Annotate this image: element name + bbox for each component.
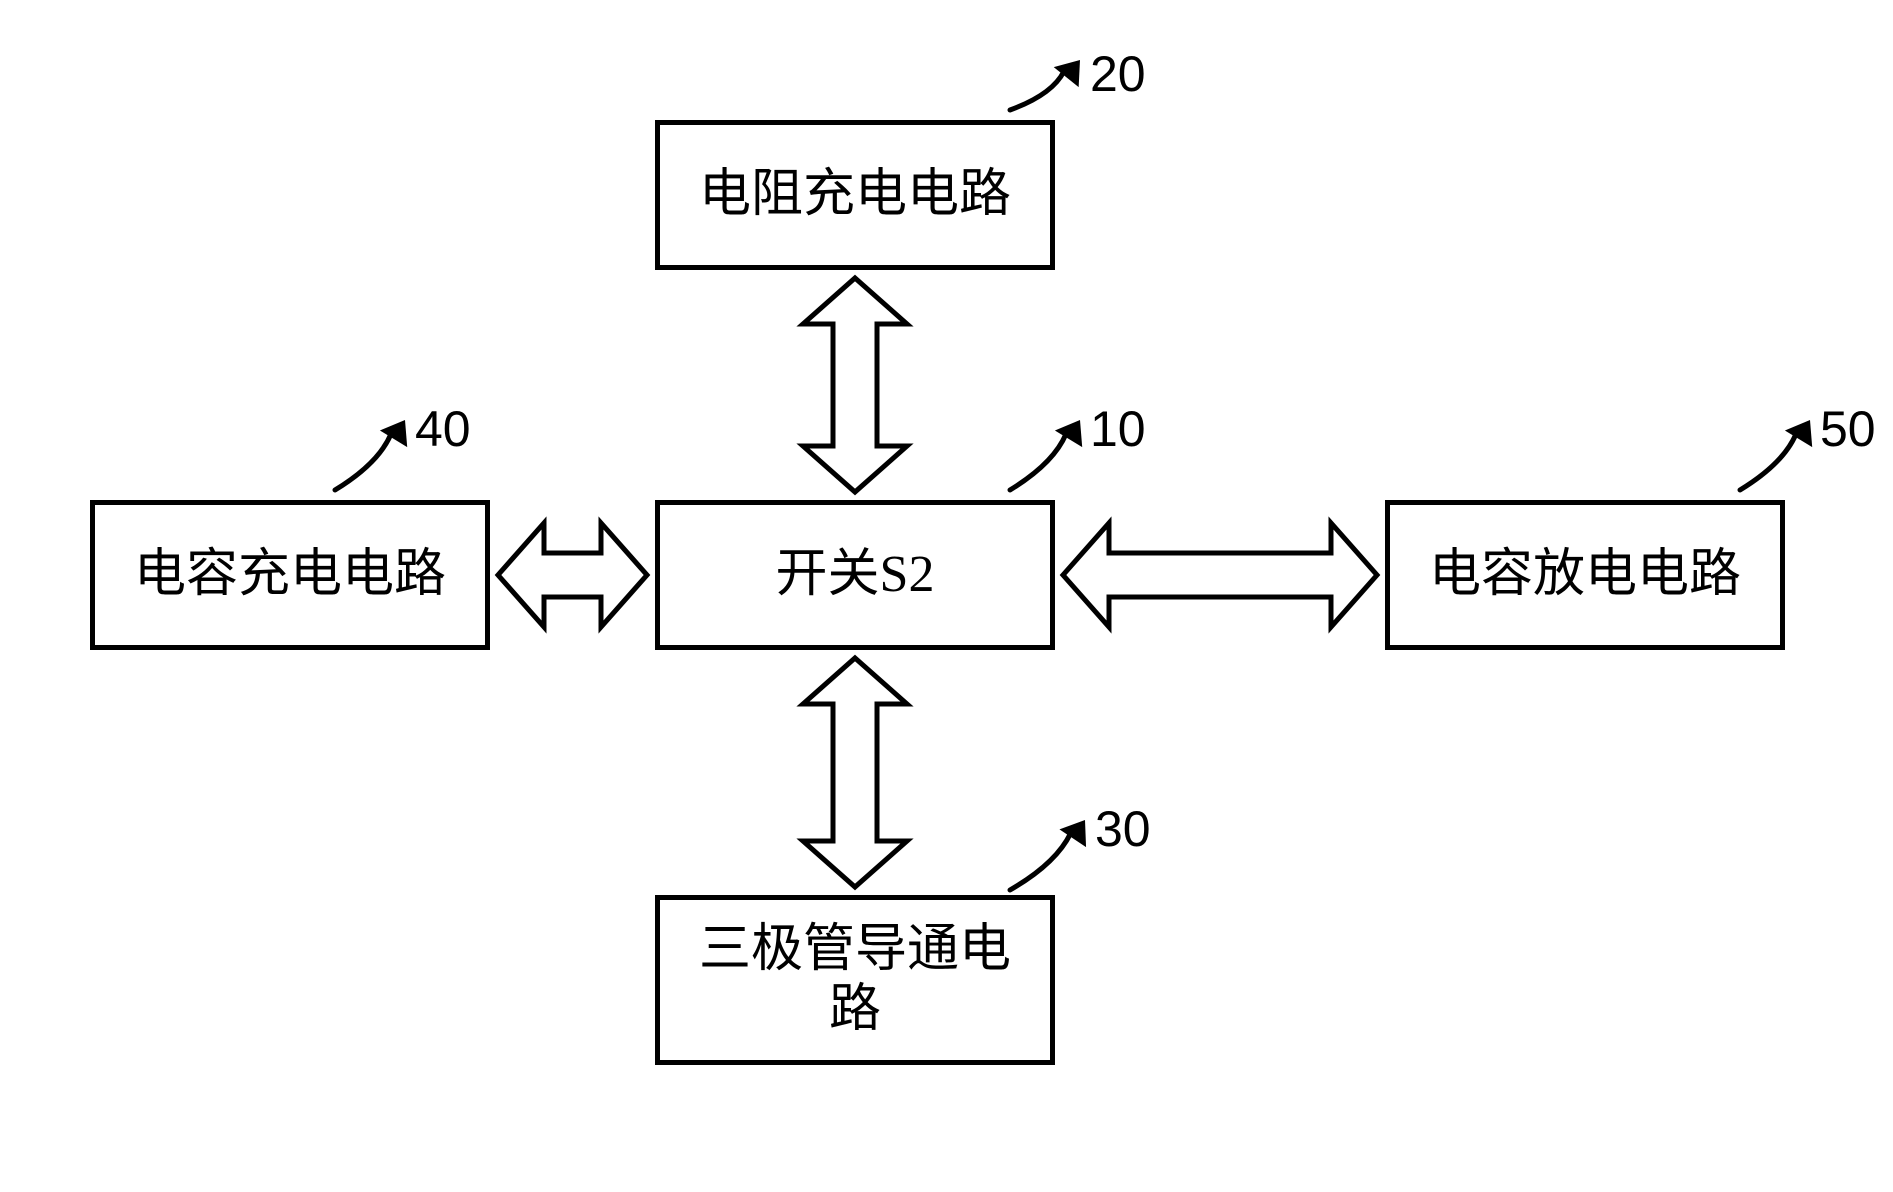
ref-label-30: 30 xyxy=(1095,800,1151,858)
box-resistor-charging-label: 电阻充电电路 xyxy=(699,165,1011,225)
ref-label-40: 40 xyxy=(415,400,471,458)
box-transistor-conduction-label: 三极管导通电 路 xyxy=(699,920,1011,1040)
ref-label-50: 50 xyxy=(1820,400,1876,458)
box-switch-s2: 开关S2 xyxy=(655,500,1055,650)
ref-label-20: 20 xyxy=(1090,45,1146,103)
box-capacitor-discharging-circuit: 电容放电电路 xyxy=(1385,500,1785,650)
box-transistor-conduction-circuit: 三极管导通电 路 xyxy=(655,895,1055,1065)
box-transistor-line2: 路 xyxy=(699,980,1011,1040)
box-transistor-line1: 三极管导通电 xyxy=(699,920,1011,980)
box-capacitor-discharging-label: 电容放电电路 xyxy=(1429,545,1741,605)
diagram-canvas: { "canvas": { "width": 1893, "height": 1… xyxy=(0,0,1893,1192)
ref-label-10: 10 xyxy=(1090,400,1146,458)
box-capacitor-charging-circuit: 电容充电电路 xyxy=(90,500,490,650)
box-capacitor-charging-label: 电容充电电路 xyxy=(134,545,446,605)
box-resistor-charging-circuit: 电阻充电电路 xyxy=(655,120,1055,270)
box-switch-s2-label: 开关S2 xyxy=(776,545,935,605)
